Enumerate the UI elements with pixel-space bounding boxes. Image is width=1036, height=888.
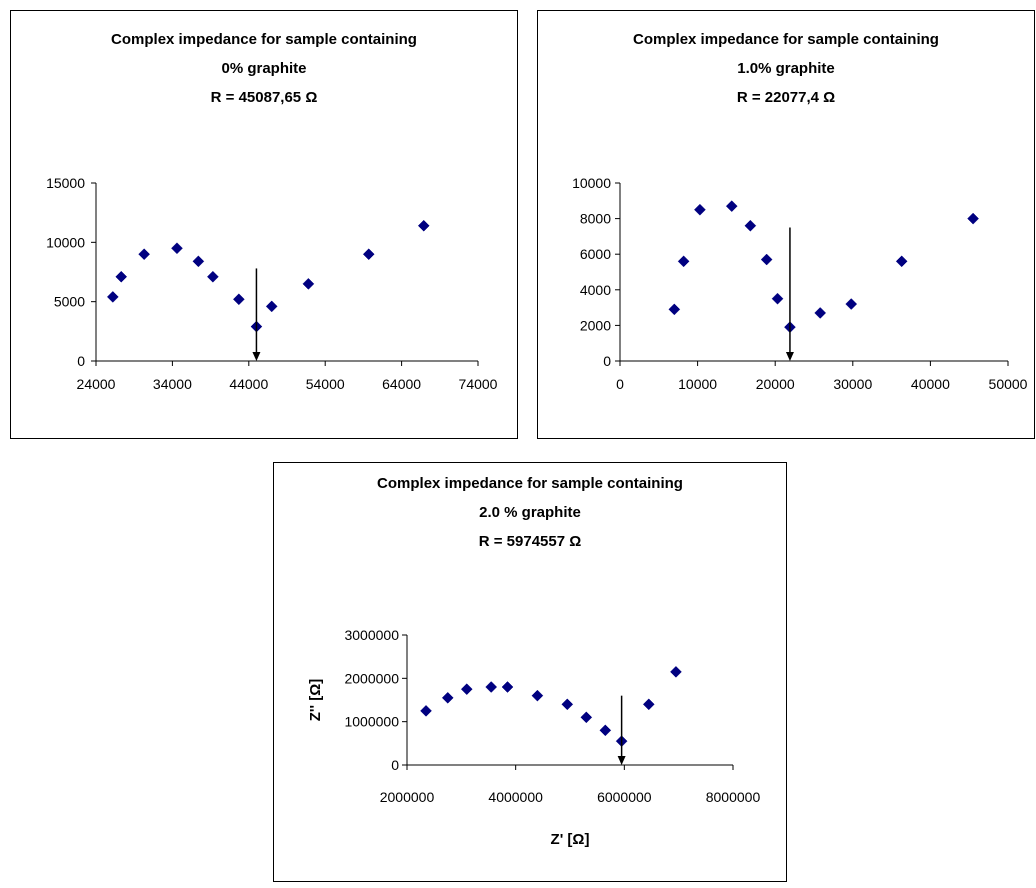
x-tick-label: 8000000: [706, 789, 761, 805]
data-point: [668, 303, 681, 316]
data-point: [420, 704, 432, 717]
data-point: [845, 298, 858, 310]
scatter-plot-1-percent: 0 10000 20000 30000 40000 50000 0 2000 4000 6000 8…: [572, 175, 1028, 392]
data-point: [967, 212, 979, 225]
chart-title-line-3: R = 5974557 Ω: [478, 533, 582, 550]
x-tick-label: 64000: [382, 376, 421, 392]
y-tick-label: 1000000: [344, 714, 399, 730]
chart-title-line-1: Complex impedance for sample containing: [377, 475, 683, 492]
chart-panel-1-percent: Complex impedance for sample containing …: [537, 10, 1035, 439]
data-point: [460, 683, 473, 696]
data-points: [106, 219, 430, 333]
data-points: [668, 200, 979, 334]
y-tick-label: 2000: [580, 317, 611, 333]
y-tick-label: 2000000: [344, 670, 399, 686]
data-point: [485, 681, 498, 693]
data-point: [207, 270, 219, 283]
data-point: [302, 278, 315, 290]
y-tick-label: 6000: [580, 246, 611, 262]
data-point: [580, 711, 593, 724]
y-tick-label: 15000: [46, 175, 85, 191]
data-point: [265, 300, 278, 313]
chart-title: Complex impedance for sample containing …: [538, 25, 1034, 112]
data-point: [362, 248, 375, 261]
data-point: [441, 691, 454, 704]
x-tick-label: 34000: [153, 376, 192, 392]
axes: 24000 34000 44000 54000 64000 74000 0 5000 10000…: [46, 175, 498, 392]
data-point: [106, 291, 119, 303]
data-points: [420, 665, 682, 748]
resistance-arrow: [252, 268, 261, 361]
scatter-plot-0-percent: 24000 34000 44000 54000 64000 74000 0 5000 10000…: [46, 175, 498, 392]
data-point: [138, 248, 150, 261]
arrow-head: [252, 352, 261, 361]
arrow-head: [785, 352, 794, 361]
data-point: [531, 689, 544, 702]
y-tick-label: 3000000: [344, 627, 399, 643]
x-tick-label: 2000000: [380, 789, 435, 805]
chart-title-line-3: R = 45087,65 Ω: [210, 89, 318, 106]
x-tick-label: 0: [616, 376, 624, 392]
x-tick-label: 30000: [833, 376, 872, 392]
resistance-arrow: [785, 227, 794, 361]
y-tick-label: 4000: [580, 282, 611, 298]
x-tick-label: 40000: [911, 376, 950, 392]
data-point: [895, 255, 908, 268]
arrow-head: [617, 756, 626, 765]
y-axis-title: Z'' [Ω]: [307, 679, 324, 721]
x-tick-label: 50000: [989, 376, 1028, 392]
y-tick-label: 0: [603, 353, 611, 369]
data-point: [417, 219, 430, 232]
chart-title-line-2: 2.0 % graphite: [479, 504, 581, 521]
x-tick-label: 20000: [756, 376, 795, 392]
y-tick-label: 10000: [572, 175, 611, 191]
data-point: [233, 293, 245, 306]
data-point: [599, 724, 612, 737]
chart-title-line-2: 0% graphite: [221, 60, 307, 77]
chart-panel-0-percent: Complex impedance for sample containing …: [10, 10, 518, 439]
x-tick-label: 24000: [77, 376, 116, 392]
chart-title: Complex impedance for sample containing …: [11, 25, 517, 112]
y-tick-label: 10000: [46, 234, 85, 250]
y-tick-label: 5000: [54, 294, 85, 310]
chart-title-line-1: Complex impedance for sample containing: [633, 31, 939, 48]
data-point: [760, 253, 773, 266]
y-tick-label: 8000: [580, 211, 611, 227]
resistance-arrow: [617, 695, 626, 765]
y-tick-label: 0: [391, 757, 399, 773]
x-tick-label: 74000: [459, 376, 498, 392]
data-point: [670, 665, 682, 678]
x-tick-label: 44000: [229, 376, 268, 392]
x-tick-label: 54000: [306, 376, 345, 392]
chart-title-line-2: 1.0% graphite: [737, 60, 835, 77]
x-axis-title: Z' [Ω]: [551, 831, 590, 848]
axes: 2000000 4000000 6000000 8000000 0 1000000 2000…: [344, 627, 760, 805]
x-tick-label: 4000000: [488, 789, 543, 805]
data-point: [115, 270, 128, 283]
axes: 0 10000 20000 30000 40000 50000 0 2000 4000 6000 8…: [572, 175, 1028, 392]
data-point: [694, 203, 706, 216]
data-point: [771, 292, 784, 305]
x-tick-label: 6000000: [597, 789, 652, 805]
data-point: [744, 219, 757, 232]
data-point: [677, 255, 690, 268]
data-point: [814, 307, 827, 319]
data-point: [171, 242, 183, 255]
scatter-plot-2-percent: 2000000 4000000 6000000 8000000 0 1000000 2000…: [307, 627, 760, 848]
chart-title: Complex impedance for sample containing …: [274, 469, 786, 556]
data-point: [192, 255, 205, 268]
data-point: [642, 698, 655, 711]
data-point: [501, 681, 514, 693]
data-point: [725, 200, 738, 212]
chart-title-line-1: Complex impedance for sample containing: [111, 31, 417, 48]
x-tick-label: 10000: [678, 376, 717, 392]
data-point: [561, 698, 574, 711]
y-tick-label: 0: [77, 353, 85, 369]
chart-panel-2-percent: Complex impedance for sample containing …: [273, 462, 787, 882]
chart-title-line-3: R = 22077,4 Ω: [736, 89, 836, 106]
